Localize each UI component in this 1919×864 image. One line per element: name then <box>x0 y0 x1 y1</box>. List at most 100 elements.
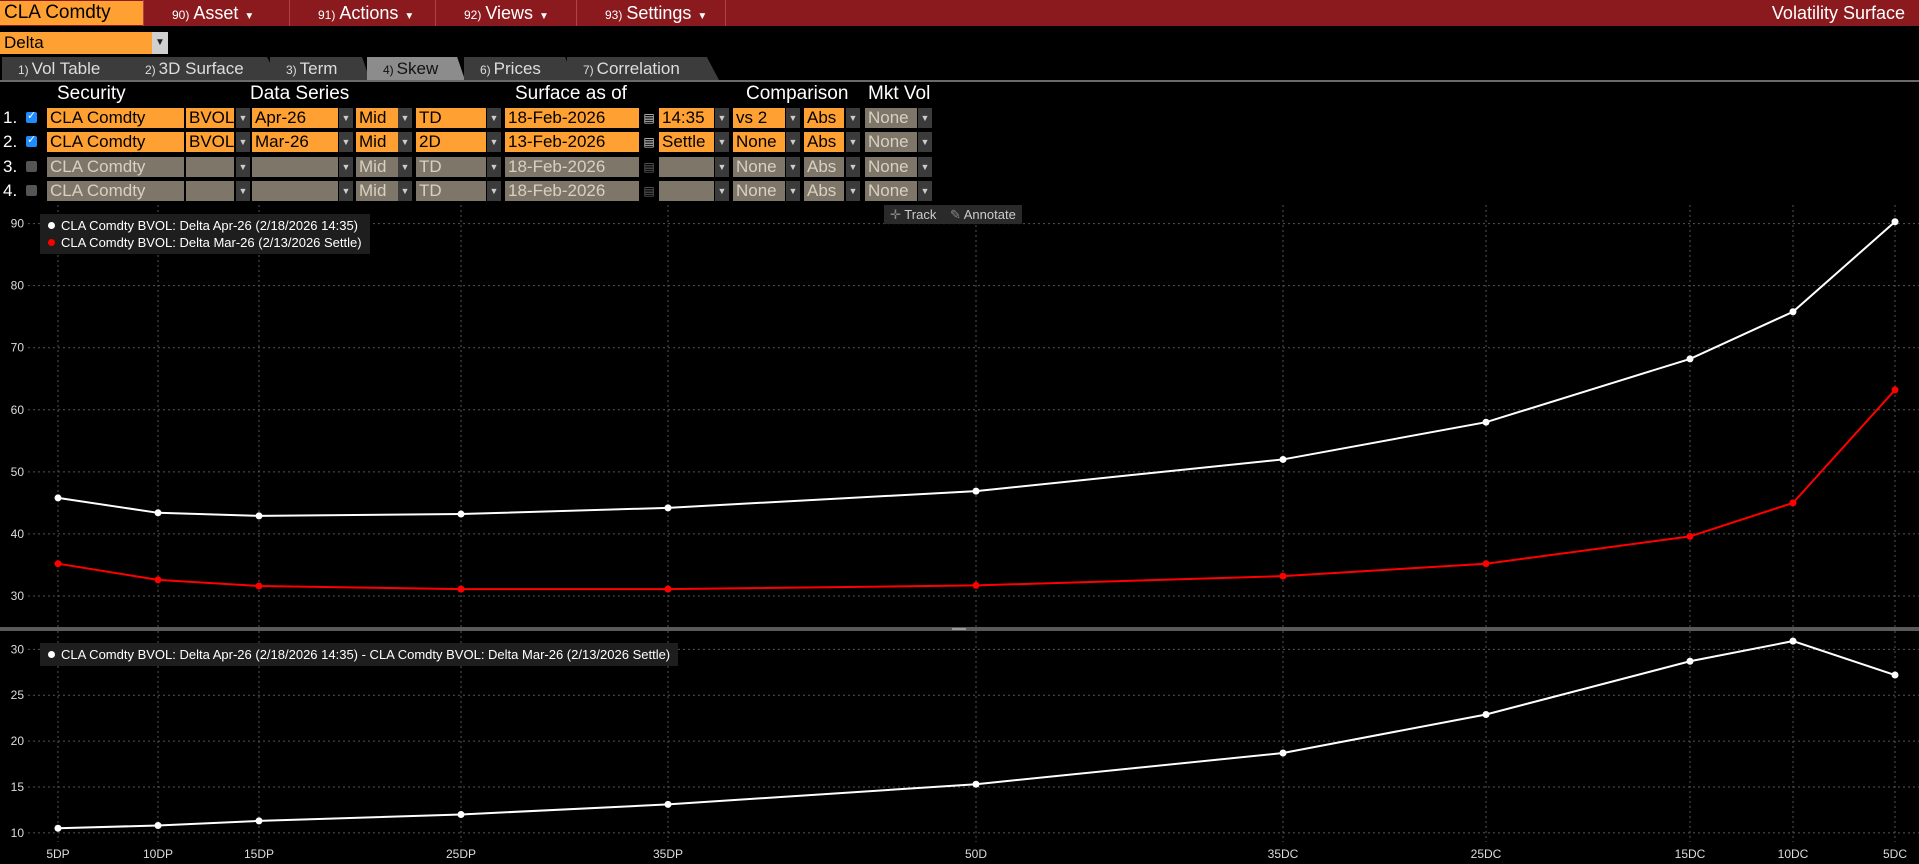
relative-date-field[interactable]: TD <box>416 157 486 177</box>
row-checkbox[interactable] <box>26 109 37 123</box>
chevron-down-icon[interactable]: ▼ <box>236 132 250 152</box>
chevron-down-icon[interactable]: ▼ <box>846 132 860 152</box>
calendar-icon[interactable]: ▤ <box>643 135 655 149</box>
time-field[interactable]: 14:35 <box>659 108 714 128</box>
chevron-down-icon[interactable]: ▼ <box>398 181 412 201</box>
menu-settings[interactable]: 93) Settings ▼ <box>576 0 726 26</box>
source-field[interactable]: BVOL <box>186 132 234 152</box>
date-field[interactable]: 18-Feb-2026 <box>505 108 639 128</box>
chevron-down-icon[interactable]: ▼ <box>339 132 353 152</box>
tab-skew[interactable]: 4) Skew <box>367 57 465 80</box>
tab-correlation[interactable]: 7) Correlation <box>567 57 719 80</box>
chevron-down-icon[interactable]: ▼ <box>487 108 501 128</box>
series-field[interactable]: Apr-26 <box>252 108 338 128</box>
chevron-down-icon[interactable]: ▼ <box>846 157 860 177</box>
date-field[interactable]: 13-Feb-2026 <box>505 132 639 152</box>
calendar-icon[interactable]: ▤ <box>643 111 655 125</box>
relative-date-field[interactable]: TD <box>416 108 486 128</box>
chevron-down-icon[interactable]: ▼ <box>339 181 353 201</box>
chevron-down-icon[interactable]: ▼ <box>236 108 250 128</box>
chevron-down-icon[interactable]: ▼ <box>846 108 860 128</box>
calendar-icon[interactable]: ▤ <box>643 184 655 198</box>
side-field[interactable]: Mid <box>356 108 398 128</box>
legend-item[interactable]: CLA Comdty BVOL: Delta Apr-26 (2/18/2026… <box>48 646 670 663</box>
security-field[interactable]: CLA Comdty <box>47 108 184 128</box>
mkt-vol-field[interactable]: None <box>865 108 917 128</box>
crosshair-icon[interactable]: ✛ <box>890 207 901 222</box>
relative-date-field[interactable]: 2D <box>416 132 486 152</box>
chevron-down-icon[interactable]: ▼ <box>487 157 501 177</box>
chevron-down-icon[interactable]: ▼ <box>398 108 412 128</box>
security-field[interactable]: CLA Comdty <box>47 132 184 152</box>
row-checkbox[interactable] <box>26 185 37 196</box>
series-field[interactable] <box>252 157 338 177</box>
side-field[interactable]: Mid <box>356 157 398 177</box>
menu-actions[interactable]: 91) Actions ▼ <box>289 0 435 26</box>
legend-item[interactable]: CLA Comdty BVOL: Delta Mar-26 (2/13/2026… <box>48 234 362 251</box>
chevron-down-icon[interactable]: ▼ <box>786 157 800 177</box>
annotate-button[interactable]: Annotate <box>963 207 1016 222</box>
menu-asset[interactable]: 90) Asset ▼ <box>143 0 289 26</box>
row-checkbox[interactable] <box>26 133 37 147</box>
side-field[interactable]: Mid <box>356 132 398 152</box>
row-checkbox[interactable] <box>26 161 37 172</box>
comparison-mode-field[interactable]: Abs <box>804 181 844 201</box>
comparison-field[interactable]: None <box>733 132 785 152</box>
chevron-down-icon[interactable]: ▼ <box>339 108 353 128</box>
menu-views[interactable]: 92) Views ▼ <box>435 0 576 26</box>
chevron-down-icon[interactable]: ▼ <box>715 108 729 128</box>
chevron-down-icon[interactable]: ▼ <box>715 157 729 177</box>
comparison-field[interactable]: None <box>733 157 785 177</box>
chevron-down-icon[interactable]: ▼ <box>236 157 250 177</box>
chevron-down-icon[interactable]: ▼ <box>786 181 800 201</box>
series-field[interactable]: Mar-26 <box>252 132 338 152</box>
chevron-down-icon[interactable]: ▼ <box>152 32 168 54</box>
chevron-down-icon[interactable]: ▼ <box>715 181 729 201</box>
chevron-down-icon[interactable]: ▼ <box>487 132 501 152</box>
chevron-down-icon[interactable]: ▼ <box>398 157 412 177</box>
comparison-field[interactable]: None <box>733 181 785 201</box>
legend-item[interactable]: CLA Comdty BVOL: Delta Apr-26 (2/18/2026… <box>48 217 362 234</box>
calendar-icon[interactable]: ▤ <box>643 160 655 174</box>
security-field[interactable]: CLA Comdty <box>47 181 184 201</box>
comparison-mode-field[interactable]: Abs <box>804 108 844 128</box>
series-field[interactable] <box>252 181 338 201</box>
tab-vol-table[interactable]: 1) Vol Table <box>2 57 142 80</box>
ticker-field[interactable]: CLA Comdty <box>0 1 143 25</box>
chevron-down-icon[interactable]: ▼ <box>918 181 932 201</box>
chevron-down-icon[interactable]: ▼ <box>918 157 932 177</box>
side-field[interactable]: Mid <box>356 181 398 201</box>
time-field[interactable] <box>659 181 714 201</box>
track-button[interactable]: Track <box>904 207 937 222</box>
chevron-down-icon[interactable]: ▼ <box>236 181 250 201</box>
time-field[interactable] <box>659 157 714 177</box>
source-field[interactable] <box>186 181 234 201</box>
difference-chart[interactable]: 10 15 20 25 30 5DP 10DP 15DP 25DP 35DP 50D 35DC 25DC… <box>11 631 1919 861</box>
source-field[interactable]: BVOL <box>186 108 234 128</box>
chevron-down-icon[interactable]: ▼ <box>487 181 501 201</box>
tab-prices[interactable]: 6) Prices <box>464 57 574 80</box>
tab-term[interactable]: 3) Term <box>270 57 370 80</box>
tab-3d-surface[interactable]: 2) 3D Surface <box>129 57 279 80</box>
relative-date-field[interactable]: TD <box>416 181 486 201</box>
security-field[interactable]: CLA Comdty <box>47 157 184 177</box>
pencil-icon[interactable]: ✎ <box>949 207 961 222</box>
source-field[interactable] <box>186 157 234 177</box>
mkt-vol-field[interactable]: None <box>865 157 917 177</box>
chevron-down-icon[interactable]: ▼ <box>339 157 353 177</box>
mode-select[interactable]: Delta ▼ <box>0 32 168 54</box>
chevron-down-icon[interactable]: ▼ <box>398 132 412 152</box>
skew-chart[interactable]: 30 40 50 60 70 80 90 <box>11 205 1919 627</box>
chevron-down-icon[interactable]: ▼ <box>846 181 860 201</box>
date-field[interactable]: 18-Feb-2026 <box>505 157 639 177</box>
chevron-down-icon[interactable]: ▼ <box>918 108 932 128</box>
comparison-mode-field[interactable]: Abs <box>804 157 844 177</box>
splitter-grip[interactable] <box>952 628 966 630</box>
comparison-field[interactable]: vs 2 <box>733 108 785 128</box>
mkt-vol-field[interactable]: None <box>865 132 917 152</box>
chevron-down-icon[interactable]: ▼ <box>786 132 800 152</box>
comparison-mode-field[interactable]: Abs <box>804 132 844 152</box>
date-field[interactable]: 18-Feb-2026 <box>505 181 639 201</box>
mkt-vol-field[interactable]: None <box>865 181 917 201</box>
